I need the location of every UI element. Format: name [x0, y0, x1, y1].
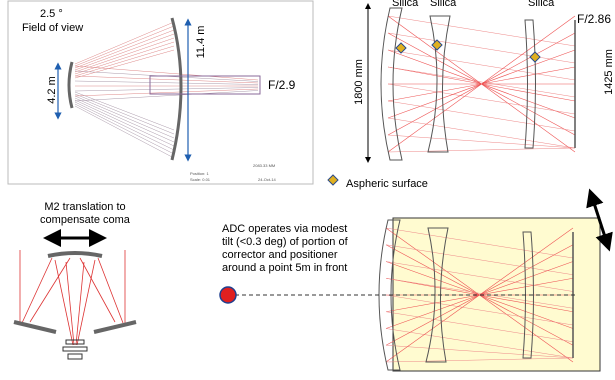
lens — [380, 7, 403, 161]
ray — [74, 93, 175, 135]
ray — [385, 244, 574, 275]
lens — [427, 15, 451, 153]
aperture-label: 4.2 m — [46, 76, 58, 104]
ray — [74, 25, 175, 67]
ray — [385, 261, 574, 292]
secondary-mirror — [67, 61, 74, 109]
focal-ratio: F/2.86 — [577, 12, 611, 26]
focal-ratio: F/2.9 — [268, 78, 296, 92]
ray — [74, 37, 175, 73]
ray — [387, 83, 576, 115]
ray — [74, 75, 259, 84]
material-label: Silica — [528, 0, 555, 9]
m2-label: M2 translation to — [44, 201, 125, 213]
ray — [385, 227, 574, 363]
ray — [74, 33, 175, 71]
ray — [74, 105, 175, 159]
ray — [387, 15, 576, 153]
ray — [74, 80, 259, 85]
ray — [385, 328, 574, 359]
ray — [74, 88, 259, 97]
ray — [74, 95, 175, 139]
ray — [385, 345, 574, 359]
focal-tube — [149, 75, 261, 95]
adc-description: corrector and positioner — [222, 249, 338, 261]
height-label: 11.4 m — [195, 26, 207, 59]
ray — [74, 49, 175, 79]
ray — [387, 134, 576, 149]
ray — [385, 294, 574, 326]
ray — [387, 15, 576, 47]
material-label: Silica — [392, 0, 419, 9]
adc-description: around a point 5m in front — [222, 262, 347, 274]
field-angle: 2.5 ° — [40, 8, 63, 20]
legend-marker — [327, 174, 339, 186]
ray — [74, 103, 175, 155]
ray — [385, 357, 574, 363]
ray — [387, 147, 576, 153]
lens — [522, 231, 534, 359]
ray — [74, 41, 175, 75]
m2-mirror — [47, 251, 103, 258]
lens — [378, 219, 401, 371]
ray — [74, 90, 259, 102]
tilt-arrow — [586, 188, 613, 252]
ray — [74, 87, 259, 92]
ray — [387, 66, 576, 98]
instrument — [62, 339, 88, 360]
ray — [387, 100, 576, 132]
ray — [387, 49, 576, 81]
footer-date: 24-Oct-14 — [258, 177, 277, 182]
ray — [74, 65, 259, 81]
focal-plane-label: 1425 mm — [603, 49, 615, 95]
ray — [74, 99, 175, 147]
primary-mirror — [170, 17, 183, 161]
adc-description: ADC operates via modest — [222, 223, 347, 235]
ray — [74, 21, 175, 65]
primary-mirror — [13, 320, 137, 334]
ray — [385, 311, 574, 342]
legend-label: Aspheric surface — [346, 178, 428, 190]
corrector-rays — [387, 15, 576, 153]
adc-rays — [385, 227, 574, 363]
lens — [425, 227, 449, 363]
ray — [74, 29, 175, 69]
ray — [74, 91, 175, 131]
height-label: 1800 mm — [353, 59, 365, 105]
footer-scale: Scale: 0.01 — [190, 177, 211, 182]
pivot-point — [219, 286, 237, 304]
field-label: Field of view — [22, 22, 83, 34]
ray — [74, 101, 175, 151]
m2-label: compensate coma — [40, 214, 131, 226]
ray — [385, 278, 574, 309]
ray — [387, 117, 576, 149]
telescope-rays — [74, 21, 259, 159]
footer-position: Position: 1 — [190, 171, 209, 176]
aspheric-markers — [395, 39, 541, 63]
scale-bar: 2083.33 MM — [253, 163, 275, 168]
material-label: Silica — [430, 0, 457, 9]
adc-description: tilt (<0.3 deg) of portion of — [222, 236, 349, 248]
ray — [74, 45, 175, 77]
m2-rays — [19, 250, 126, 346]
ray — [387, 32, 576, 64]
ray — [74, 97, 175, 143]
ray — [385, 227, 574, 259]
